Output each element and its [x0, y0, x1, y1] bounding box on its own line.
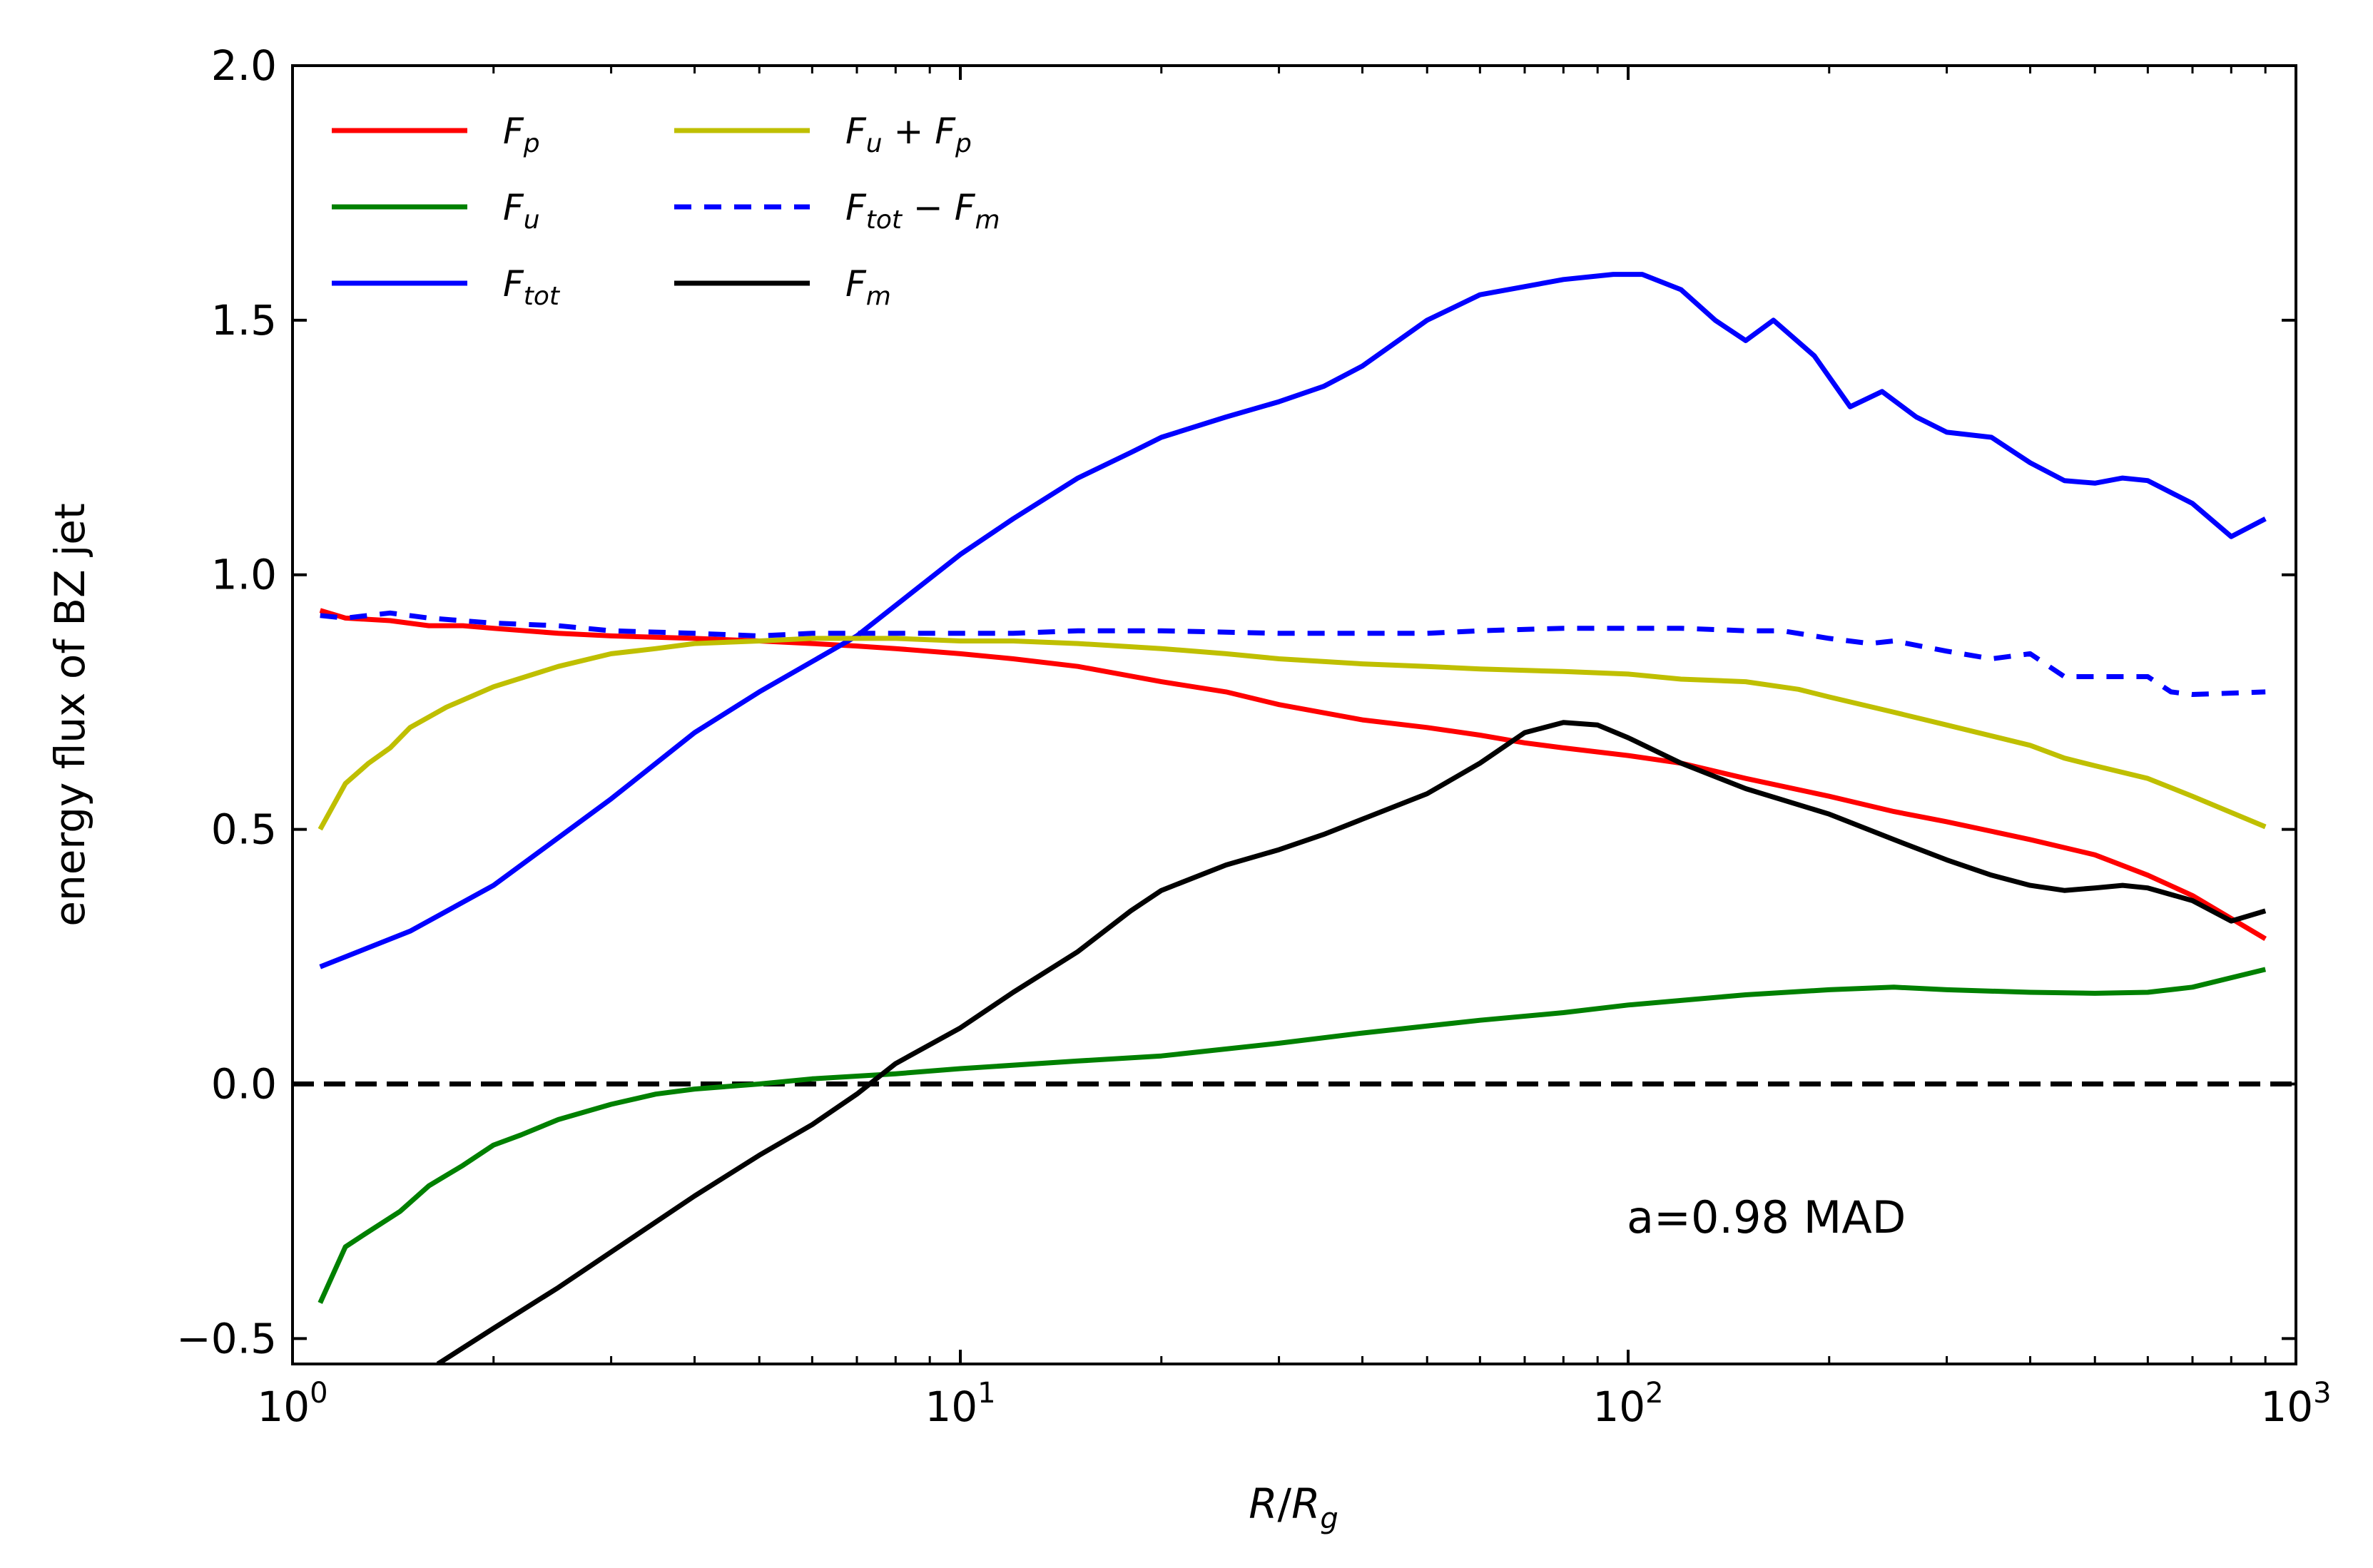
- legend-label-ftot: Ftot: [503, 263, 561, 311]
- legend-label-fp: Fp: [503, 111, 540, 158]
- y-tick-label: 2.0: [211, 41, 277, 90]
- series-line-fp: [319, 608, 2267, 942]
- y-tick-label: 1.0: [211, 551, 277, 599]
- series-layer: [293, 272, 2296, 1364]
- legend: Fp Fu Ftot Fu + Fp Ftot − Fm Fm: [332, 111, 1000, 311]
- x-tick-label: 102: [1592, 1377, 1663, 1431]
- x-tick-label: 101: [925, 1377, 995, 1431]
- legend-label-ftotm: Ftot − Fm: [845, 187, 1000, 235]
- legend-label-fm: Fm: [845, 263, 891, 311]
- series-line-ftotm: [320, 610, 2266, 697]
- y-tick-label: 0.0: [211, 1059, 277, 1108]
- series-line-fm: [436, 720, 2267, 1364]
- y-tick-label: −0.5: [176, 1314, 277, 1363]
- legend-label-fu: Fu: [503, 187, 540, 235]
- legend-label-fup: Fu + Fp: [845, 111, 972, 158]
- y-tick-label: 0.5: [211, 805, 277, 854]
- annotation-text: a=0.98 MAD: [1627, 1191, 1906, 1243]
- y-tick-label: 1.5: [211, 296, 277, 345]
- y-axis-label: energy flux of BZ jet: [46, 503, 94, 926]
- x-axis-label: R/Rg: [1249, 1480, 1338, 1535]
- plot-frame: [291, 64, 2297, 1365]
- x-tick-label: 100: [257, 1377, 327, 1431]
- tick-layer: −0.5 0.0 0.5 1.0 1.5 2.0 100 101 102 103: [176, 41, 2331, 1431]
- series-line-fu: [317, 967, 2267, 1304]
- x-tick-label: 103: [2260, 1377, 2331, 1431]
- series-line-fup: [317, 636, 2267, 831]
- series-line-ftot: [319, 272, 2267, 969]
